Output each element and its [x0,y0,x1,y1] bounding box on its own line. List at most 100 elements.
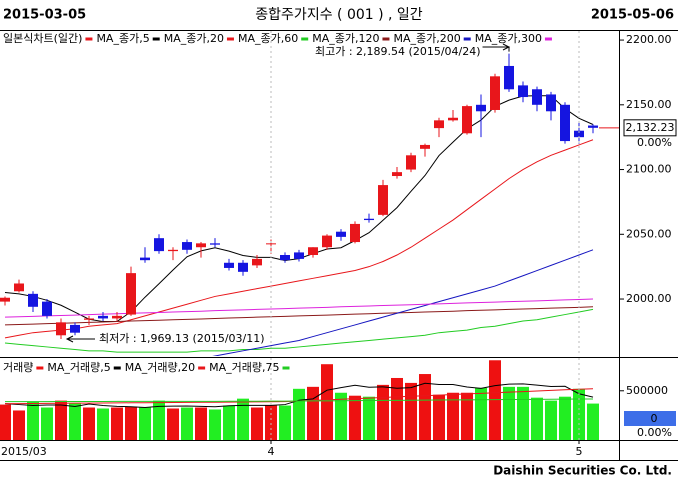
volume-bar [587,403,599,440]
volume-bar [405,382,417,440]
legend-label: MA_종가,120 [312,32,379,45]
candle-body [574,130,584,138]
candle-body [308,247,318,256]
legend-label: MA_종가,5 [96,32,149,45]
volume-bar [167,408,179,440]
candle-body [378,185,388,215]
volume-bar [503,386,515,440]
candle-body [56,322,66,336]
candle-body [0,297,10,302]
candle-body [448,117,458,121]
candle-body [210,243,220,245]
legend-marker [226,37,234,41]
last-volume-box [624,411,676,426]
volume-bar [195,407,207,440]
legend-label: 일본식차트(일간) [3,31,82,45]
volume-bar [251,407,263,440]
volume-bar [69,403,81,440]
volume-bar [223,405,235,440]
candle-body [504,65,514,90]
candle-body [252,258,262,266]
legend-marker [544,37,552,41]
legend-marker [301,37,309,41]
volume-bar [27,401,39,440]
volume-bar [475,387,487,440]
volume-bar [139,407,151,440]
candle-body [322,235,332,248]
candle-body [462,106,472,134]
volume-bar [97,408,109,440]
candle-body [154,238,164,252]
candle-body [350,223,360,243]
volume-bar [125,406,137,440]
x-tick-label: 5 [576,445,583,458]
end-date: 2015-05-06 [591,8,674,23]
legend-label: MA_거래량,5 [47,361,110,374]
price-change: 0.00% [637,136,672,149]
volume-bar [111,407,123,440]
legend-label: MA_종가,200 [393,32,460,45]
candle-body [182,242,192,250]
volume-bar [391,377,403,440]
volume-bar [377,384,389,440]
low-annotation: 최저가 : 1,969.13 (2015/03/11) [99,332,265,345]
candle-body [196,243,206,248]
candle-body [294,252,304,259]
legend-marker [36,366,44,370]
volume-bar [279,405,291,440]
candle-body [126,273,136,315]
volume-bar [559,396,571,440]
volume-plot [0,360,599,440]
candle-body [70,324,80,333]
volume-bar [83,407,95,440]
volume-bar [531,397,543,440]
ma-line [4,306,594,326]
legend-marker [463,37,471,41]
candle-body [392,172,402,177]
legend-label: MA_거래량,75 [209,361,279,374]
y-tick-label: 2150.00 [626,98,672,111]
volume-bar [447,392,459,440]
x-tick-label: 2015/03 [1,445,47,458]
volume-bar [307,386,319,440]
ma-line [212,249,594,356]
last-volume: 0 [651,412,658,425]
last-price-box [623,119,677,137]
volume-bar [265,405,277,440]
candle-body [238,262,248,272]
y-tick-label: 2000.00 [626,292,672,305]
candle-body [588,125,598,128]
candle-body [42,301,52,316]
volume-bar [545,400,557,440]
ma-line [4,308,594,353]
price-plot [0,53,598,356]
y-tick-label: 2050.00 [626,227,672,240]
high-annotation: 최고가 : 2,189.54 (2015/04/24) [315,45,481,58]
legend-label: MA_종가,300 [475,32,542,45]
legend-label: MA_거래량,20 [125,361,195,374]
annotation-arrowhead [65,335,74,343]
last-price: 2,132.23 [626,121,675,134]
candle-body [28,293,38,307]
volume-bar [461,392,473,440]
volume-bar [41,407,53,440]
volume-bar [209,409,221,440]
candle-body [364,218,374,221]
candle-body [476,104,486,112]
legend-label: MA_종가,20 [164,32,224,45]
ma-line [5,398,594,403]
volume-change: 0.00% [637,426,672,439]
y-tick-label: 500000 [626,384,668,397]
volume-bar [433,394,445,440]
candle-body [280,255,290,261]
volume-bar [153,400,165,440]
candle-body [434,120,444,129]
ma-line [4,139,594,339]
legend-label: 거래량 [3,361,33,374]
volume-bar [349,395,361,440]
candle-body [168,249,178,252]
candle-body [266,243,276,245]
volume-bar [517,386,529,440]
candle-body [490,76,500,110]
volume-bar [419,374,431,440]
